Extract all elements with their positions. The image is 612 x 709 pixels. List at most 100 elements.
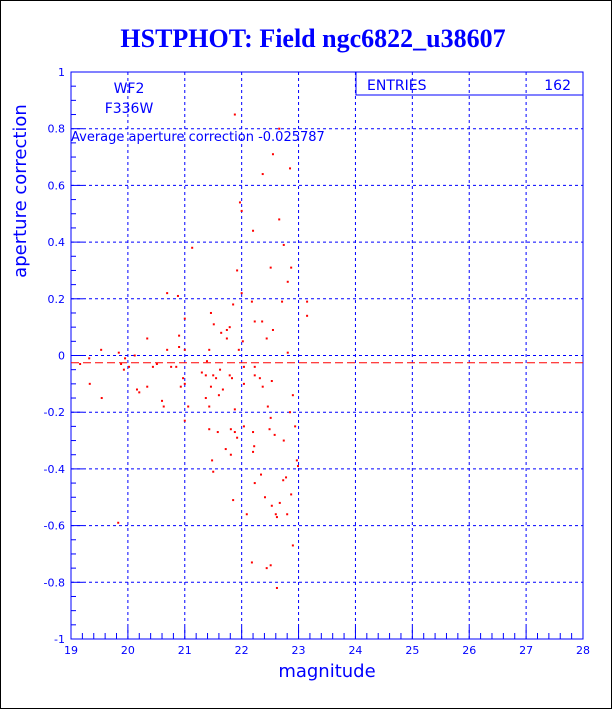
data-point xyxy=(146,385,149,388)
y-tick-label: -0.4 xyxy=(44,463,65,476)
stats-box xyxy=(355,71,584,96)
data-point xyxy=(133,354,136,357)
data-point xyxy=(242,425,245,428)
data-point xyxy=(170,365,173,368)
x-axis-label: magnitude xyxy=(278,661,375,682)
data-point xyxy=(204,397,207,400)
data-point xyxy=(88,382,91,385)
data-point xyxy=(117,521,120,524)
data-point xyxy=(230,377,233,380)
data-point xyxy=(252,431,255,434)
data-point xyxy=(265,337,268,340)
x-tick-label: 26 xyxy=(462,644,476,657)
data-point xyxy=(225,337,228,340)
data-point xyxy=(178,345,181,348)
data-point xyxy=(236,269,239,272)
grid-lines xyxy=(71,72,583,639)
data-point xyxy=(269,416,272,419)
data-point xyxy=(232,303,235,306)
data-point xyxy=(183,317,186,320)
data-point xyxy=(286,513,289,516)
data-point xyxy=(253,482,256,485)
data-point xyxy=(261,173,264,176)
data-point xyxy=(122,368,125,371)
y-tick-label: 1 xyxy=(58,66,65,79)
data-point xyxy=(183,382,186,385)
data-point xyxy=(306,300,309,303)
data-point xyxy=(232,499,235,502)
data-point xyxy=(228,326,231,329)
x-tick-label: 25 xyxy=(405,644,419,657)
data-point xyxy=(138,391,141,394)
data-point xyxy=(219,368,222,371)
x-tick-label: 28 xyxy=(576,644,590,657)
data-point xyxy=(242,365,245,368)
data-point xyxy=(282,439,285,442)
data-point xyxy=(220,331,223,334)
data-point xyxy=(135,388,138,391)
data-point xyxy=(212,374,215,377)
data-point xyxy=(88,357,91,360)
data-point xyxy=(273,433,276,436)
data-point xyxy=(229,453,232,456)
data-point xyxy=(161,399,164,402)
data-point xyxy=(166,348,169,351)
data-point xyxy=(233,431,236,434)
data-point xyxy=(296,465,299,468)
data-point xyxy=(117,351,120,354)
data-point xyxy=(291,394,294,397)
data-point xyxy=(270,380,273,383)
data-point xyxy=(275,586,278,589)
data-point xyxy=(151,365,154,368)
data-point xyxy=(270,504,273,507)
data-point xyxy=(250,300,253,303)
x-tick-label: 24 xyxy=(348,644,362,657)
data-point xyxy=(253,445,256,448)
data-point xyxy=(187,405,190,408)
stats-entries-value: 162 xyxy=(544,78,571,94)
data-point xyxy=(252,450,255,453)
x-tick-label: 21 xyxy=(178,644,192,657)
data-point xyxy=(278,501,281,504)
data-point xyxy=(282,479,285,482)
plot-frame xyxy=(70,71,584,640)
data-point xyxy=(128,365,131,368)
y-tick-label: 0.6 xyxy=(48,179,66,192)
data-point xyxy=(182,377,185,380)
data-point xyxy=(295,459,298,462)
data-point xyxy=(216,431,219,434)
data-point xyxy=(252,229,255,232)
data-point xyxy=(269,266,272,269)
data-point xyxy=(217,394,220,397)
data-point xyxy=(289,411,292,414)
data-point xyxy=(183,348,186,351)
data-point xyxy=(100,397,103,400)
data-point xyxy=(221,388,224,391)
data-point xyxy=(291,544,294,547)
data-point xyxy=(79,363,82,366)
x-tick-label: 19 xyxy=(64,644,78,657)
data-point xyxy=(241,340,244,343)
y-tick-label: -0.8 xyxy=(44,576,65,589)
data-point xyxy=(290,266,293,269)
data-point xyxy=(282,243,285,246)
data-point xyxy=(261,320,264,323)
data-point xyxy=(212,323,215,326)
y-tick-label: -0.2 xyxy=(44,406,65,419)
filter-label: F336W xyxy=(105,101,154,117)
x-tick-label: 22 xyxy=(235,644,249,657)
data-point xyxy=(176,294,179,297)
data-point xyxy=(245,513,248,516)
x-tick-label: 27 xyxy=(519,644,533,657)
data-point xyxy=(281,300,284,303)
data-point xyxy=(229,428,232,431)
y-tick-label: 0.4 xyxy=(48,236,66,249)
data-point xyxy=(205,360,208,363)
data-point xyxy=(253,365,256,368)
data-point xyxy=(250,561,253,564)
x-tick-label: 23 xyxy=(292,644,306,657)
data-point xyxy=(224,448,227,451)
stats-entries-label: ENTRIES xyxy=(367,78,427,94)
